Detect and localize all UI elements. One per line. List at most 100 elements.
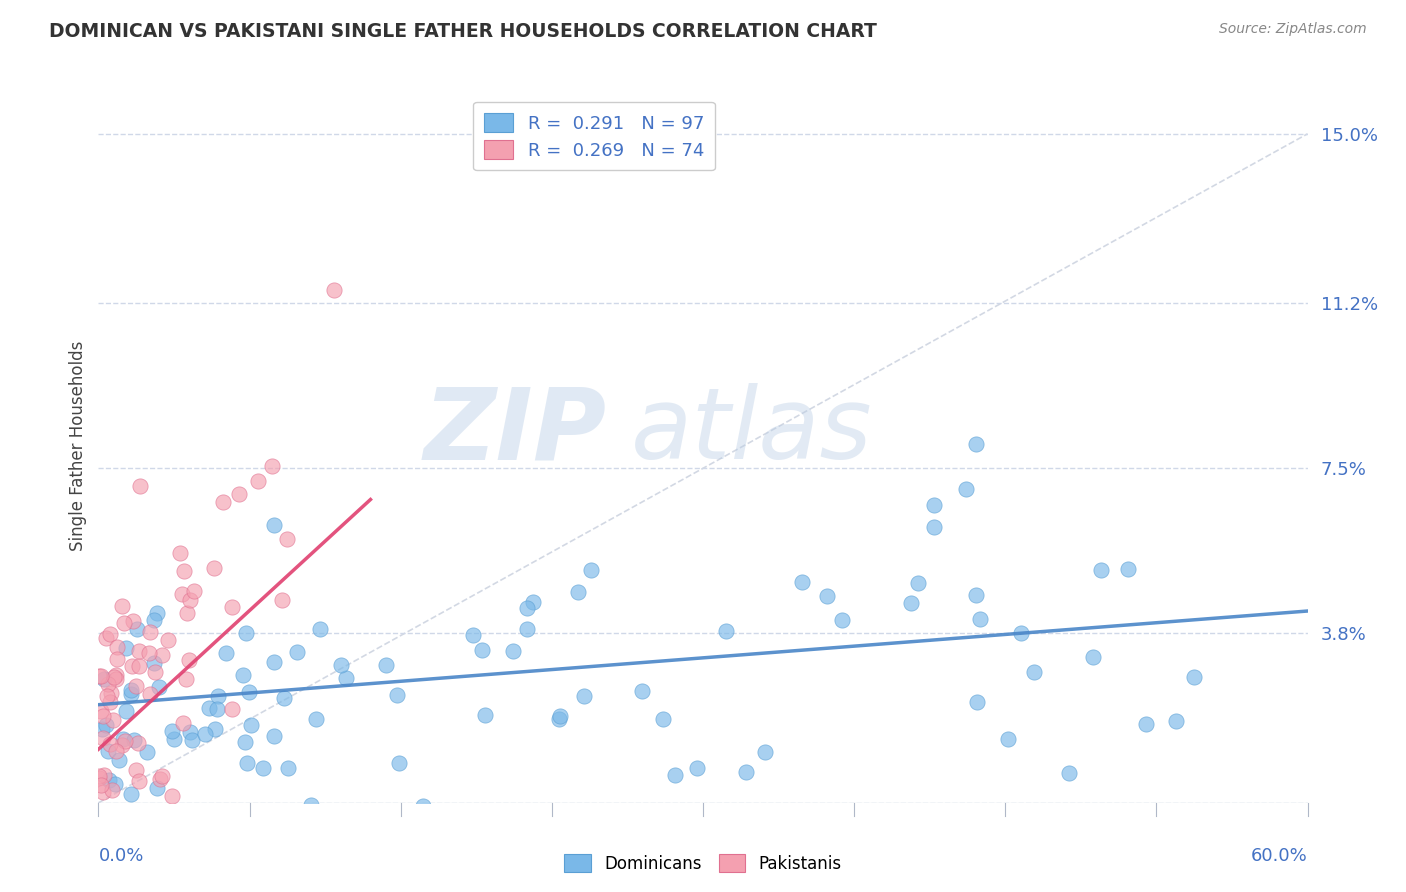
Point bbox=[273, 691, 295, 706]
Point bbox=[924, 519, 946, 533]
Point bbox=[93, 672, 115, 686]
Point bbox=[162, 789, 184, 803]
Point bbox=[93, 768, 115, 782]
Point bbox=[172, 715, 194, 730]
Point bbox=[173, 564, 195, 578]
Point bbox=[90, 704, 112, 718]
Point bbox=[997, 731, 1019, 746]
Point bbox=[163, 731, 186, 746]
Point bbox=[388, 756, 411, 771]
Point bbox=[567, 585, 589, 599]
Point bbox=[90, 668, 112, 682]
Point bbox=[754, 745, 776, 759]
Y-axis label: Single Father Households: Single Father Households bbox=[69, 341, 87, 551]
Point bbox=[87, 769, 110, 783]
Point bbox=[238, 684, 260, 698]
Point bbox=[104, 672, 127, 686]
Point bbox=[907, 575, 929, 590]
Point bbox=[160, 724, 183, 739]
Point bbox=[111, 599, 134, 614]
Point bbox=[262, 458, 284, 473]
Point bbox=[831, 613, 853, 627]
Point bbox=[235, 625, 257, 640]
Point bbox=[125, 622, 148, 636]
Point bbox=[139, 818, 162, 832]
Point bbox=[212, 495, 235, 509]
Point bbox=[232, 668, 254, 682]
Point bbox=[148, 680, 170, 694]
Point bbox=[263, 655, 285, 669]
Legend: Dominicans, Pakistanis: Dominicans, Pakistanis bbox=[558, 847, 848, 880]
Point bbox=[579, 563, 602, 577]
Point bbox=[900, 596, 922, 610]
Point bbox=[790, 575, 813, 590]
Point bbox=[235, 756, 257, 771]
Point bbox=[412, 799, 434, 814]
Point bbox=[572, 690, 595, 704]
Point bbox=[150, 648, 173, 663]
Point bbox=[263, 517, 285, 532]
Text: 60.0%: 60.0% bbox=[1251, 847, 1308, 865]
Point bbox=[353, 814, 375, 829]
Point bbox=[330, 657, 353, 672]
Point bbox=[277, 761, 299, 775]
Point bbox=[335, 671, 357, 685]
Point bbox=[120, 687, 142, 701]
Point bbox=[181, 733, 204, 747]
Point bbox=[322, 283, 344, 297]
Point bbox=[664, 768, 686, 782]
Point bbox=[120, 682, 142, 697]
Point bbox=[516, 600, 538, 615]
Point bbox=[179, 592, 201, 607]
Point bbox=[108, 753, 131, 767]
Point bbox=[104, 777, 127, 791]
Point bbox=[104, 744, 127, 758]
Point bbox=[100, 818, 122, 832]
Legend: R =  0.291   N = 97, R =  0.269   N = 74: R = 0.291 N = 97, R = 0.269 N = 74 bbox=[474, 102, 714, 170]
Point bbox=[89, 818, 111, 832]
Point bbox=[124, 733, 146, 747]
Point bbox=[385, 688, 408, 702]
Point bbox=[686, 761, 709, 775]
Point bbox=[150, 769, 173, 783]
Point bbox=[271, 593, 294, 607]
Point bbox=[1090, 564, 1112, 578]
Point bbox=[247, 474, 270, 488]
Point bbox=[146, 606, 169, 620]
Point bbox=[105, 667, 128, 681]
Point bbox=[176, 606, 198, 620]
Point bbox=[97, 744, 120, 758]
Point bbox=[100, 686, 122, 700]
Point bbox=[94, 718, 117, 732]
Point bbox=[127, 736, 149, 750]
Point bbox=[965, 436, 987, 450]
Point bbox=[652, 712, 675, 726]
Point bbox=[202, 561, 225, 575]
Point bbox=[263, 729, 285, 743]
Point bbox=[128, 643, 150, 657]
Point bbox=[197, 701, 219, 715]
Point bbox=[114, 640, 136, 655]
Point bbox=[1010, 626, 1032, 640]
Point bbox=[471, 643, 494, 657]
Point bbox=[186, 818, 208, 832]
Point bbox=[118, 807, 141, 822]
Point bbox=[93, 731, 115, 746]
Point bbox=[112, 616, 135, 631]
Point bbox=[135, 746, 157, 760]
Text: DOMINICAN VS PAKISTANI SINGLE FATHER HOUSEHOLDS CORRELATION CHART: DOMINICAN VS PAKISTANI SINGLE FATHER HOU… bbox=[49, 22, 877, 41]
Point bbox=[815, 590, 838, 604]
Point bbox=[100, 737, 122, 751]
Point bbox=[139, 624, 162, 639]
Point bbox=[461, 628, 484, 642]
Point bbox=[550, 709, 572, 723]
Point bbox=[965, 588, 987, 602]
Point bbox=[1135, 717, 1157, 731]
Point bbox=[98, 695, 121, 709]
Point bbox=[194, 727, 217, 741]
Point bbox=[735, 765, 758, 780]
Point bbox=[221, 599, 243, 614]
Point bbox=[205, 702, 228, 716]
Point bbox=[170, 587, 193, 601]
Point bbox=[207, 689, 229, 703]
